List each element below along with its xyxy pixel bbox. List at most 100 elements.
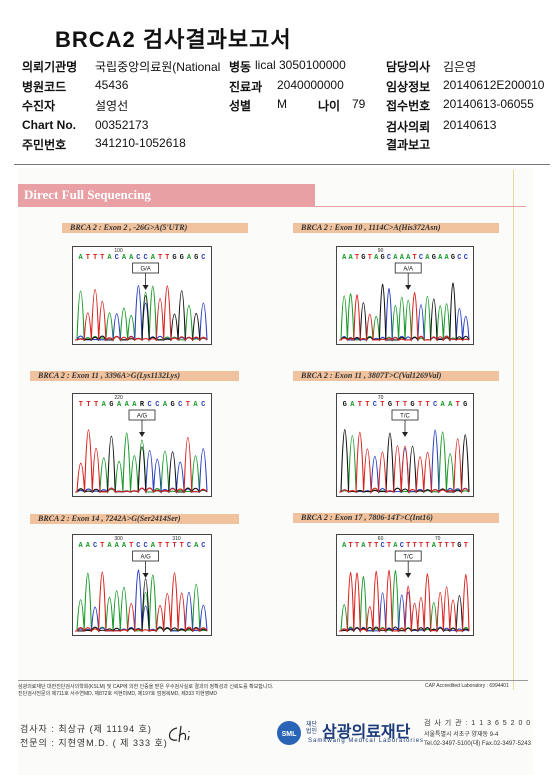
clinical-value: 20140612E200010 — [443, 78, 545, 92]
base-call: C — [144, 254, 148, 262]
base-call: A — [361, 542, 366, 550]
panel-5-chromatogram: A A C T A A A T C C A T T T T C A C 300 310 A/G — [72, 534, 212, 636]
logo-name: 삼광의료재단 — [322, 724, 411, 741]
base-call: C — [178, 401, 182, 409]
position-number: 90 — [378, 248, 384, 254]
trace-T — [75, 285, 208, 342]
base-call: A — [342, 254, 347, 262]
base-call: T — [412, 542, 416, 550]
trace-T — [75, 429, 208, 494]
dept-value: 2040000000 — [277, 78, 344, 92]
base-call: T — [348, 542, 352, 550]
base-call: C — [136, 254, 140, 262]
sex-value: M — [277, 97, 287, 111]
base-call: A — [132, 401, 137, 409]
base-call: G — [172, 254, 176, 262]
cap-accreditation: CAP Accredited Laboratory : 6994401 — [425, 683, 509, 689]
footer-specialists: 진단검사전문의 제711호 서수연MD, 제872호 석현미MD, 제197호 … — [18, 691, 217, 697]
base-call: T — [172, 542, 176, 550]
base-call: A — [79, 254, 84, 262]
base-call: G — [170, 401, 174, 409]
ward-label: 병동 — [229, 60, 252, 74]
base-call: A — [125, 401, 130, 409]
base-call: T — [456, 401, 460, 409]
section-underline — [18, 206, 526, 207]
trace-T — [339, 432, 470, 495]
signature-mark — [168, 725, 190, 743]
id-number-value: 341210-1052618 — [95, 136, 186, 150]
base-call: C — [148, 401, 152, 409]
variant-call-text: A/G — [140, 555, 151, 561]
base-call: C — [144, 542, 148, 550]
base-call: T — [358, 401, 362, 409]
position-number: 310 — [172, 536, 181, 542]
base-call: A — [432, 542, 437, 550]
base-call: C — [387, 254, 391, 262]
trace-C — [75, 569, 208, 633]
base-call: T — [86, 401, 90, 409]
variant-call-text: G/A — [140, 267, 150, 273]
result-report-label: 결과보고 — [386, 138, 431, 152]
clinical-label: 임상정보 — [386, 80, 431, 94]
base-call: G — [463, 401, 467, 409]
base-call: G — [109, 401, 113, 409]
chromatogram-svg: A T T A T T C T A C T T T T A T T T G T60 70T/C — [339, 536, 470, 634]
base-call: T — [165, 542, 169, 550]
variant-arrow-icon — [142, 573, 149, 578]
base-call: A — [151, 542, 156, 550]
base-call: T — [395, 401, 399, 409]
position-number: 220 — [114, 395, 123, 401]
header-divider — [14, 164, 550, 165]
base-call: A — [193, 401, 198, 409]
specialist-line: 전문의 : 지현영M.D. ( 제 333 호) — [20, 738, 168, 748]
base-call: A — [129, 254, 134, 262]
trace-T — [339, 291, 470, 342]
base-call: T — [438, 542, 442, 550]
base-call: T — [419, 542, 423, 550]
base-call: T — [165, 254, 169, 262]
base-call: G — [194, 254, 198, 262]
address: 서울특별시 서초구 양재동 9-4 — [424, 732, 499, 738]
base-call: G — [180, 254, 184, 262]
base-call: G — [380, 254, 384, 262]
trace-A — [75, 432, 208, 494]
base-call: A — [151, 254, 156, 262]
base-call: G — [361, 254, 365, 262]
variant-arrow-icon — [405, 573, 412, 578]
base-call: A — [406, 254, 411, 262]
examinee-value: 설영선 — [95, 99, 129, 113]
base-call: A — [342, 542, 347, 550]
section-title: Direct Full Sequencing — [18, 184, 315, 206]
dept-label: 진료과 — [229, 80, 263, 94]
trace-G — [339, 429, 470, 494]
base-call: T — [368, 254, 372, 262]
base-call: C — [115, 254, 119, 262]
page-edge-rule — [513, 170, 514, 690]
trace-C — [339, 592, 470, 634]
institution-value: 국립중앙의료원(National — [95, 60, 221, 74]
variant-call-text: T/C — [400, 414, 410, 420]
base-call: A — [122, 254, 127, 262]
id-number-label: 주민번호 — [22, 138, 67, 152]
base-call: A — [102, 401, 107, 409]
base-call: C — [155, 401, 159, 409]
base-call: A — [425, 254, 430, 262]
base-call: A — [393, 254, 398, 262]
base-call: G — [388, 401, 392, 409]
base-call: A — [107, 254, 112, 262]
base-call: T — [412, 254, 416, 262]
base-call: T — [418, 401, 422, 409]
position-number: 70 — [378, 395, 384, 401]
base-call: C — [373, 401, 377, 409]
base-call: T — [425, 542, 429, 550]
base-call: C — [380, 542, 384, 550]
position-number: 70 — [435, 536, 441, 542]
panel-6-label: BRCA 2 : Exon 17 , 7806-14T>C(Int16) — [293, 513, 499, 523]
base-call: T — [406, 542, 410, 550]
base-call: R — [140, 401, 145, 409]
sml-logo-icon: SML — [277, 721, 301, 745]
base-call: T — [129, 542, 133, 550]
variant-arrow-icon — [402, 432, 408, 437]
